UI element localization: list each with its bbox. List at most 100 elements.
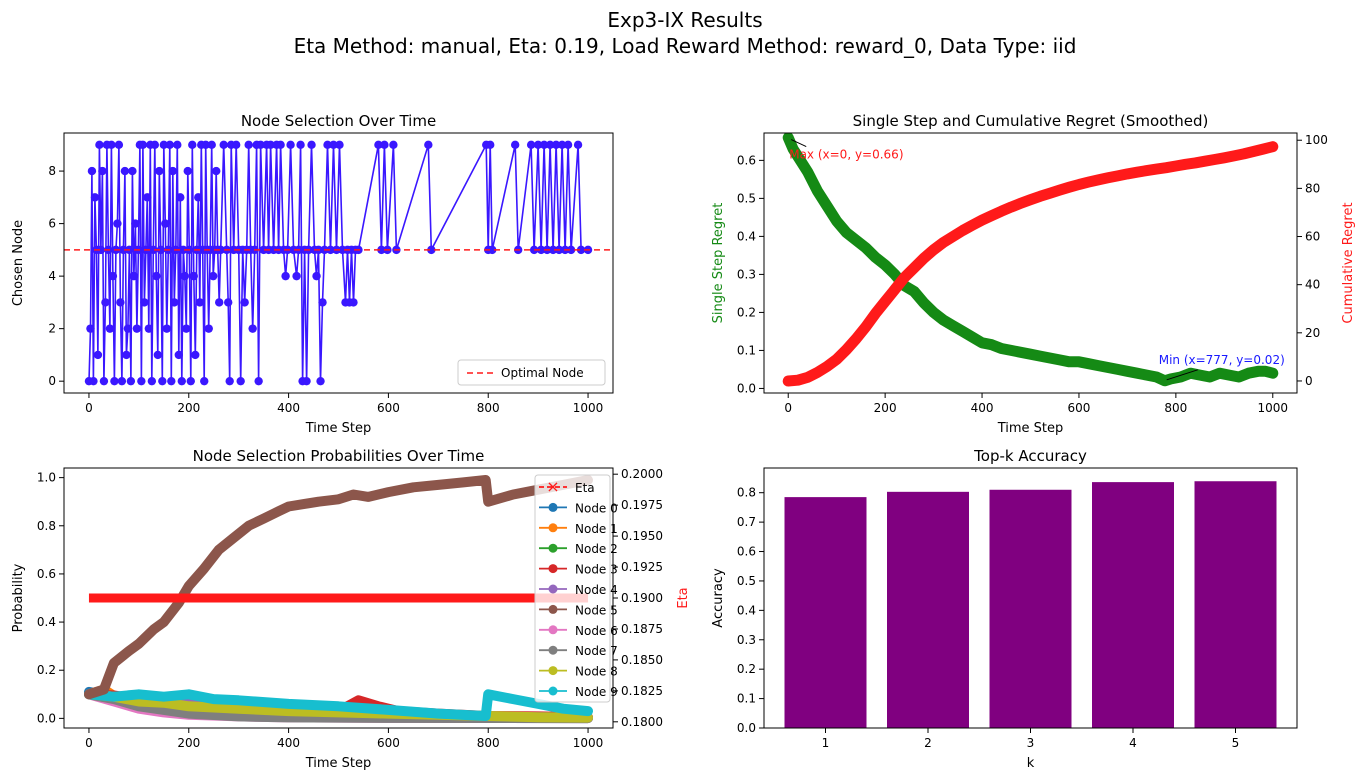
plot-layer-0	[64, 140, 613, 386]
selection-point	[156, 245, 166, 255]
selection-point	[150, 140, 160, 150]
y-tick-label-2: 0.4	[37, 615, 56, 629]
selection-point	[152, 271, 161, 281]
y2-tick-label-1: 100	[1305, 133, 1328, 147]
selection-point	[566, 245, 576, 255]
selection-point	[90, 193, 100, 202]
selection-point	[132, 324, 142, 333]
x-tick-label-2: 400	[277, 736, 300, 750]
selection-point	[281, 271, 290, 281]
y-tick-label-2: 0.2	[37, 663, 56, 677]
x-tick-label-2: 800	[477, 736, 500, 750]
selection-point	[95, 140, 104, 150]
y2-tick-label-2: 0.1850	[621, 653, 663, 667]
selection-point	[207, 140, 216, 150]
selection-point	[86, 324, 95, 333]
selection-point	[335, 140, 344, 150]
selection-point	[153, 350, 163, 360]
chart-title-0: Node Selection Over Time	[241, 112, 436, 130]
selection-point	[215, 298, 224, 307]
legend-label-node-6: Node 6	[575, 624, 618, 638]
x-tick-label-1: 400	[971, 401, 994, 415]
y-tick-label-3: 0.2	[737, 662, 756, 676]
y-tick-label-0: 8	[48, 164, 56, 178]
legend-marker-node-0	[548, 502, 558, 512]
y-tick-label-2: 0.6	[37, 567, 56, 581]
selection-point	[302, 376, 311, 386]
x-tick-label-2: 0	[85, 736, 93, 750]
selection-point	[119, 245, 128, 255]
y-tick-label-0: 2	[48, 322, 56, 336]
legend-label-node-8: Node 8	[575, 665, 618, 679]
legend-label-node-2: Node 2	[575, 542, 618, 556]
selection-point	[144, 324, 154, 333]
max-annotation: Max (x=0, y=0.66)	[789, 148, 903, 162]
x-tick-label-0: 800	[477, 401, 500, 415]
selection-point	[256, 140, 265, 150]
x-axis-label-3: k	[1027, 756, 1035, 771]
selection-point	[167, 376, 176, 386]
selection-point	[219, 140, 228, 150]
selection-point	[536, 245, 546, 255]
selection-point	[189, 271, 198, 281]
selection-point	[93, 350, 103, 360]
legend-marker-eta: ×	[546, 477, 559, 496]
selection-point	[158, 376, 167, 386]
legend-marker-node-8	[548, 666, 558, 676]
selection-point	[545, 140, 555, 150]
y2-tick-label-2: 0.1800	[621, 715, 663, 729]
y2-tick-label-2: 0.1825	[621, 684, 663, 698]
selection-point	[389, 140, 398, 150]
legend-label-eta: Eta	[575, 481, 595, 495]
selection-point	[117, 376, 127, 386]
chart-title-1: Single Step and Cumulative Regret (Smoot…	[853, 112, 1209, 130]
y-tick-label-3: 0.3	[737, 633, 756, 647]
legend-label-optimal: Optimal Node	[501, 366, 584, 380]
x-tick-label-3: 1	[822, 736, 830, 750]
accuracy-bar-k3	[989, 489, 1072, 728]
selection-point	[159, 140, 169, 150]
y2-axis-label-1: Cumulative Regret	[1341, 202, 1356, 323]
x-tick-label-0: 400	[277, 401, 300, 415]
selection-point	[101, 298, 110, 307]
selection-point	[374, 140, 383, 150]
accuracy-bar-k5	[1194, 481, 1277, 728]
legend-label-node-3: Node 3	[575, 563, 618, 577]
y-tick-label-3: 0.7	[737, 515, 756, 529]
x-tick-label-1: 200	[874, 401, 897, 415]
selection-point	[329, 140, 338, 150]
selection-point	[276, 140, 285, 150]
legend-marker-node-7	[548, 645, 558, 655]
selection-point	[114, 140, 124, 150]
y-tick-label-0: 4	[48, 269, 56, 283]
node-9-probability-line	[84, 689, 593, 721]
selection-point	[204, 324, 213, 333]
selection-point	[168, 166, 178, 176]
x-tick-label-0: 0	[85, 401, 93, 415]
y-axis-label-3: Accuracy	[711, 568, 726, 628]
y-tick-label-3: 0.8	[737, 486, 756, 500]
y-tick-label-1: 0.5	[737, 191, 756, 205]
selection-point	[162, 324, 172, 333]
selection-point	[186, 376, 195, 386]
min-arrow	[1166, 369, 1198, 381]
x-tick-label-0: 1000	[573, 401, 604, 415]
selection-point	[110, 376, 119, 386]
selection-point	[183, 166, 192, 176]
selection-point	[149, 245, 158, 255]
y-tick-label-2: 0.0	[37, 711, 56, 725]
selection-point	[194, 193, 203, 202]
y-tick-label-3: 0.0	[737, 721, 756, 735]
selection-point	[138, 140, 148, 150]
selection-point	[244, 140, 253, 150]
selection-point	[510, 140, 520, 150]
chart-title-3: Top-k Accuracy	[973, 447, 1087, 465]
selection-point	[377, 245, 386, 255]
node-5-probability-line	[84, 475, 593, 700]
x-tick-label-0: 200	[177, 401, 200, 415]
x-tick-label-2: 600	[377, 736, 400, 750]
min-annotation: Min (x=777, y=0.02)	[1159, 353, 1285, 367]
selection-point	[122, 350, 131, 360]
selection-point	[312, 271, 321, 281]
